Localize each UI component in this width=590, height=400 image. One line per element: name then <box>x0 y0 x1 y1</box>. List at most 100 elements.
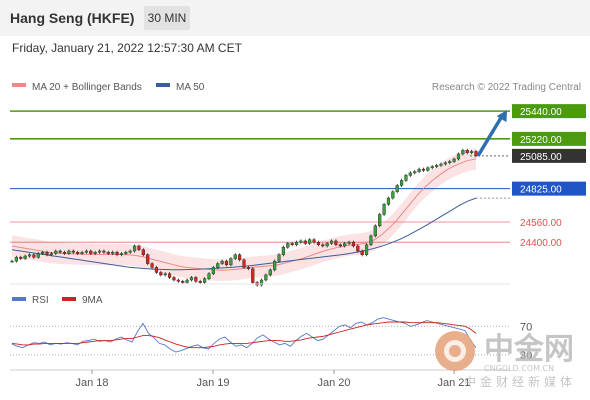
level-label-24560: 24560.00 <box>520 218 562 229</box>
candle <box>76 250 80 256</box>
key-levels <box>10 110 510 243</box>
candle <box>111 250 115 256</box>
candle <box>435 163 439 169</box>
rsi-line <box>11 317 477 353</box>
candle <box>251 267 255 285</box>
candlesticks <box>10 148 478 287</box>
candle <box>119 252 124 257</box>
ma50-legend-swatch <box>156 83 170 87</box>
x-axis-ticks: Jan 18 Jan 19 Jan 20 Jan 21 <box>75 370 471 389</box>
candle <box>124 250 128 256</box>
candle <box>259 278 264 287</box>
candle <box>408 171 412 177</box>
forecast-arrow-shaft <box>476 115 504 157</box>
candle <box>391 190 395 200</box>
forecast-arrow <box>476 110 507 157</box>
candle <box>198 279 202 285</box>
candle <box>27 253 32 258</box>
rsi-panel: 70 30 <box>10 317 532 362</box>
candle <box>71 249 75 254</box>
candle <box>102 249 106 254</box>
candle <box>14 255 18 263</box>
candle <box>115 250 119 257</box>
candle <box>137 244 141 252</box>
candle <box>159 270 163 277</box>
candle <box>23 254 27 261</box>
candle <box>67 249 71 256</box>
rsi-level-label-70: 70 <box>520 321 532 333</box>
watermark-domain: CNGOLD.COM.CN <box>484 364 554 373</box>
bollinger-band-area <box>12 148 476 281</box>
watermark: 中金网 CNGOLD.COM.CN 中金财经新媒体 <box>435 331 576 389</box>
candle <box>62 250 67 256</box>
candle <box>452 157 456 164</box>
level-label-25220: 25220.00 <box>520 135 562 146</box>
candle <box>364 243 369 257</box>
candle <box>382 202 386 216</box>
candle <box>351 240 356 248</box>
candle <box>399 178 404 187</box>
candle <box>343 241 347 248</box>
candle <box>167 272 172 279</box>
candle <box>404 173 408 182</box>
candle <box>334 239 338 247</box>
candle <box>347 240 351 245</box>
rsi-legend-swatch <box>12 297 26 301</box>
level-labels: 25440.00 25220.00 25085.00 24825.00 24560.00… <box>512 104 586 249</box>
ma20-legend-swatch <box>12 83 26 87</box>
candle <box>229 257 233 267</box>
candle <box>329 239 334 245</box>
candle <box>369 234 373 247</box>
pivot-badge-24825 <box>512 181 586 196</box>
candle <box>97 249 102 254</box>
candle <box>19 255 23 261</box>
candle <box>220 259 224 266</box>
candle <box>54 249 58 256</box>
candle <box>456 152 461 161</box>
candle <box>189 275 194 282</box>
candle <box>58 249 62 254</box>
watermark-subtitle: 中金财经新媒体 <box>464 374 576 389</box>
candle <box>470 149 474 155</box>
resistance-badge-25220 <box>512 131 586 146</box>
candle <box>373 224 377 238</box>
candle <box>286 241 290 249</box>
candle <box>224 259 229 267</box>
candle <box>246 265 250 271</box>
candle <box>49 252 53 257</box>
candle <box>10 259 14 263</box>
x-tick-label: Jan 18 <box>75 377 108 389</box>
candle <box>264 273 268 282</box>
rsi-level-label-30: 30 <box>520 350 532 362</box>
candle <box>163 272 167 277</box>
candle <box>356 244 360 253</box>
candle <box>36 252 40 259</box>
candle <box>378 212 382 228</box>
candle <box>448 160 452 165</box>
candle <box>84 249 89 254</box>
candle <box>45 250 49 257</box>
candle <box>321 243 325 248</box>
candle <box>181 279 185 285</box>
timeframe-button[interactable]: 30 MIN <box>144 6 190 30</box>
candle <box>316 240 321 247</box>
level-label-24825: 24825.00 <box>520 185 562 196</box>
rsi-ma-line <box>11 321 477 349</box>
candle <box>417 167 421 174</box>
rsi-ma-legend-label: 9MA <box>82 295 103 306</box>
candle <box>141 248 145 257</box>
candle <box>238 253 242 262</box>
candle <box>439 162 443 167</box>
candle <box>172 275 176 282</box>
candle <box>146 253 150 266</box>
candle <box>290 241 294 247</box>
candle <box>89 249 93 256</box>
ma50-legend-label: MA 50 <box>176 82 205 93</box>
candle <box>154 265 159 274</box>
level-label-25440: 25440.00 <box>520 107 562 118</box>
candle <box>294 240 299 247</box>
candle <box>80 250 84 256</box>
candle <box>443 161 447 166</box>
candle <box>360 249 364 257</box>
candle <box>211 265 215 276</box>
